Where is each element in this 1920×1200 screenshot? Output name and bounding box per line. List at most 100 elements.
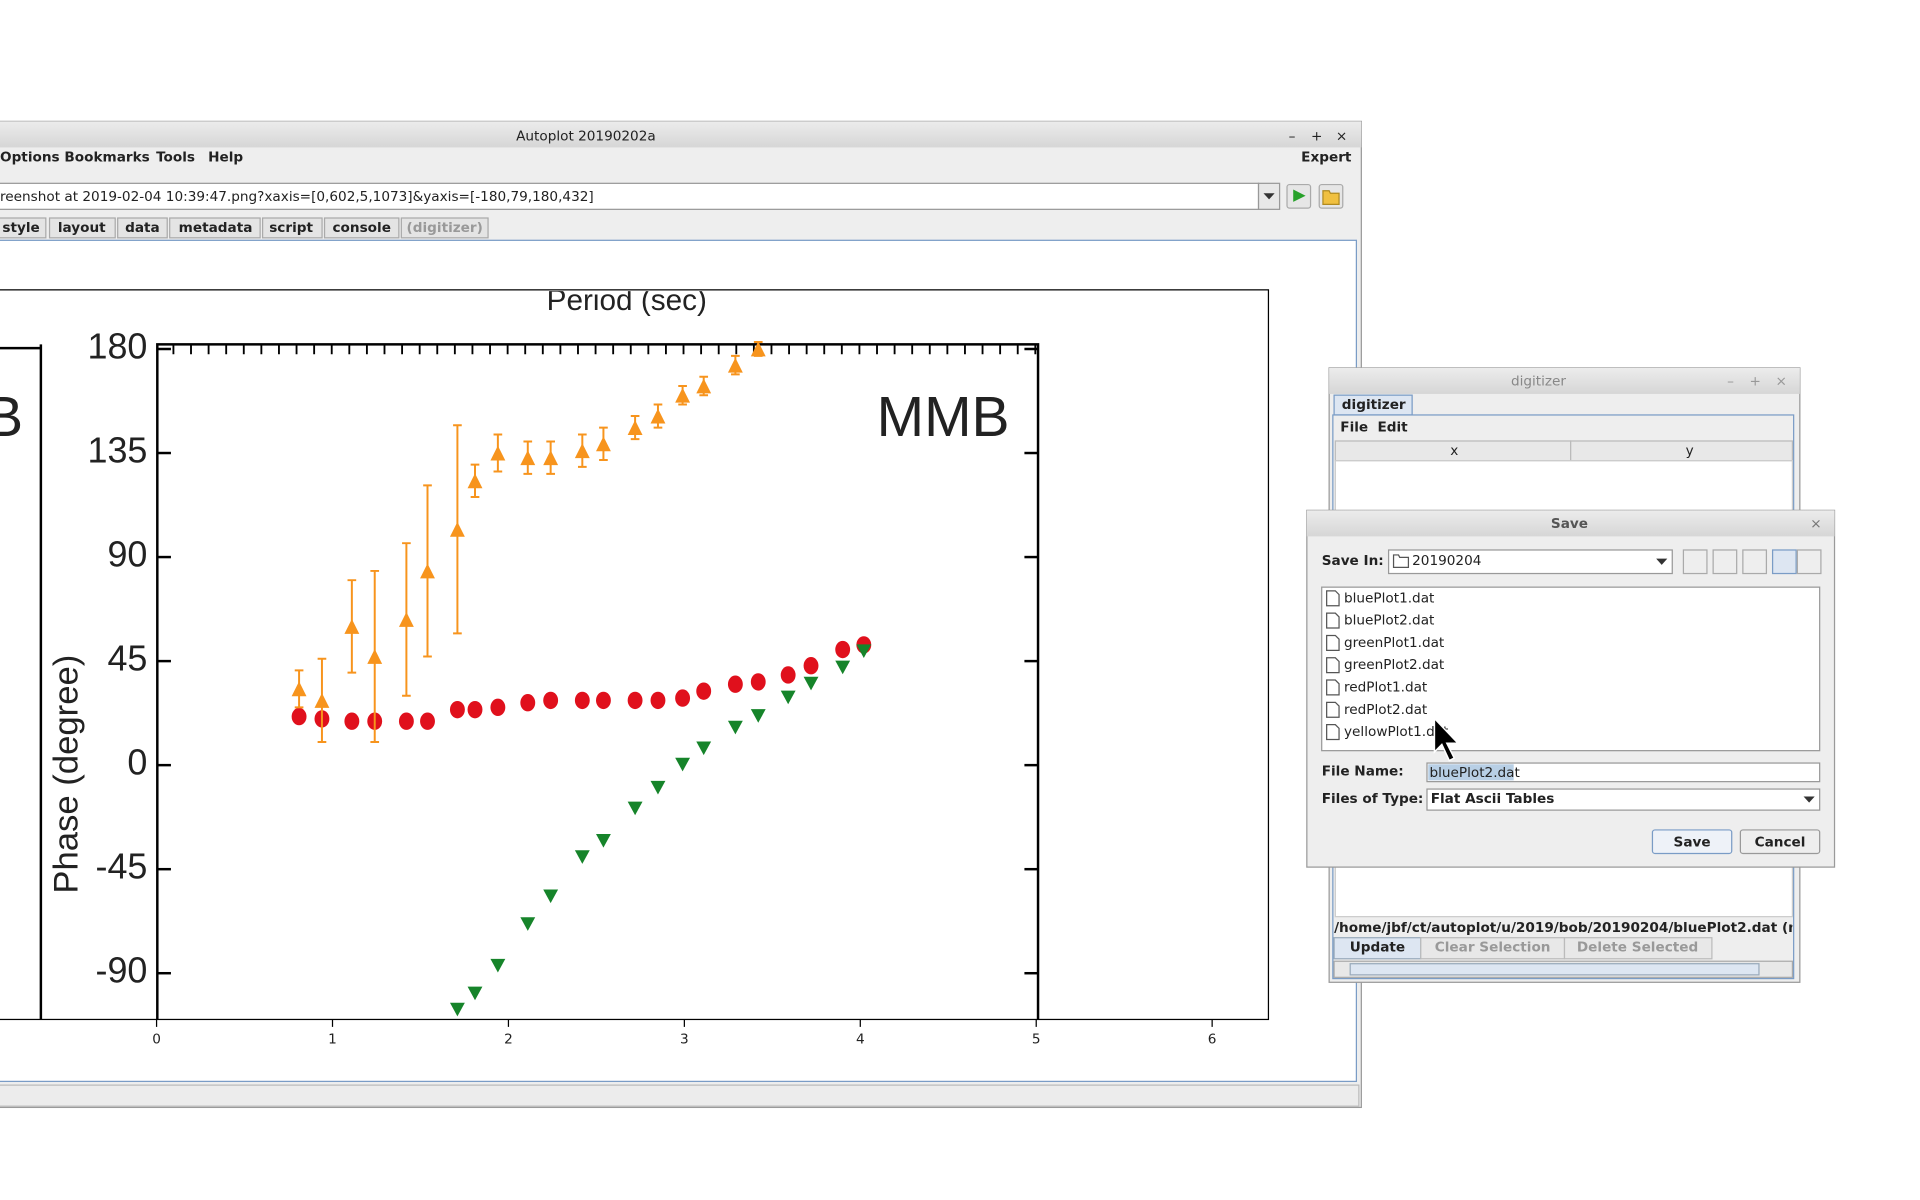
minimize[interactable]: – (1289, 128, 1296, 144)
data-point (574, 691, 590, 710)
data-point (750, 341, 766, 357)
data-point (856, 644, 872, 659)
y-tick-label: 135 (87, 430, 147, 471)
data-point (803, 676, 819, 691)
plot-image (0, 289, 1270, 1021)
tab[interactable] (169, 217, 261, 239)
data-point (467, 700, 483, 719)
title-bar (0, 121, 1362, 148)
data-point (574, 443, 590, 459)
x-tick-label: 0 (152, 1031, 161, 1047)
file-name[interactable]: yellowPlot1.dat (1344, 724, 1449, 740)
data-point (314, 692, 330, 708)
data-point (835, 660, 851, 675)
close[interactable]: × (1810, 516, 1821, 532)
tab-label: layout (58, 220, 106, 236)
data-point (574, 850, 590, 864)
minimize[interactable]: – (1727, 374, 1734, 390)
data-point (520, 917, 536, 931)
maximize[interactable]: + (1750, 374, 1761, 390)
close[interactable]: × (1776, 374, 1787, 390)
tab[interactable] (48, 217, 116, 239)
menu-item[interactable]: Options (0, 149, 60, 165)
file-icon (1326, 724, 1340, 741)
file-name[interactable]: bluePlot1.dat (1344, 590, 1435, 606)
go-icon (1293, 189, 1306, 202)
data-point (750, 709, 766, 723)
data-point (650, 691, 666, 710)
button[interactable] (1651, 829, 1733, 855)
tab[interactable] (261, 217, 323, 239)
data-point (727, 675, 743, 693)
panel-label: MMB (877, 385, 1010, 449)
url-text: reenshot at 2019-02-04 10:39:47.png?xaxi… (0, 189, 594, 205)
maximize[interactable]: + (1311, 128, 1322, 144)
details-view-button[interactable] (1796, 549, 1822, 575)
file-name[interactable]: redPlot2.dat (1344, 702, 1428, 718)
tab-label: data (125, 220, 160, 236)
file-type-combo[interactable] (1426, 788, 1821, 811)
file-type-value: Flat Ascii Tables (1431, 791, 1555, 807)
data-point (675, 387, 691, 403)
data-point (675, 689, 691, 707)
data-point (650, 780, 666, 795)
data-point (696, 741, 712, 756)
tab-label: (digitizer) (407, 220, 483, 236)
button[interactable] (1739, 829, 1821, 855)
column-label: x (1450, 443, 1458, 459)
button[interactable] (1563, 937, 1713, 960)
file-name[interactable]: greenPlot2.dat (1344, 657, 1445, 673)
data-point (467, 473, 483, 489)
data-point (420, 712, 435, 730)
data-point (543, 691, 559, 710)
folder-combo[interactable] (1387, 549, 1673, 575)
scroll-thumb[interactable] (1349, 963, 1760, 976)
url-field[interactable] (0, 182, 1260, 210)
column-header[interactable] (1570, 440, 1794, 462)
file-name[interactable]: redPlot1.dat (1344, 679, 1428, 695)
file-icon (1326, 657, 1340, 674)
tab[interactable] (323, 217, 400, 239)
menu-item[interactable]: Help (208, 149, 243, 165)
file-icon (1326, 612, 1340, 629)
file-list (1321, 586, 1821, 752)
button-label: Update (1350, 940, 1405, 956)
home-button[interactable] (1712, 549, 1738, 575)
new-folder-button[interactable] (1742, 549, 1768, 575)
data-point (675, 757, 691, 772)
tabs: style layout data metadata script consol… (0, 217, 489, 239)
menu-item[interactable]: Tools (156, 149, 195, 165)
data-point (520, 450, 536, 466)
button-label: Cancel (1755, 834, 1806, 850)
tab[interactable] (400, 217, 489, 239)
file-name[interactable]: greenPlot1.dat (1344, 635, 1445, 651)
data-point (449, 521, 465, 537)
tab[interactable] (117, 217, 168, 239)
scaled-layer: Autoplot 20190202a – + × Options Bookmar… (0, 120, 1836, 1109)
button-label: Clear Selection (1435, 940, 1551, 956)
figure-title: Period (sec) (547, 284, 707, 317)
expert-menu[interactable]: Expert (1301, 149, 1352, 165)
file-name[interactable]: bluePlot2.dat (1344, 613, 1435, 629)
x-tick-label: 5 (1032, 1031, 1041, 1047)
tab-label: digitizer (1342, 397, 1406, 413)
menu-item[interactable]: File (1340, 419, 1368, 435)
tab-label: style (2, 220, 39, 236)
list-view-button[interactable] (1771, 549, 1797, 575)
close[interactable]: × (1336, 128, 1347, 144)
menu-item[interactable]: Edit (1377, 419, 1408, 435)
folder-icon (1322, 190, 1340, 206)
data-point (344, 712, 360, 730)
up-folder-button[interactable] (1682, 549, 1708, 575)
data-point (467, 986, 483, 1001)
data-point (696, 378, 712, 394)
button-label: Save (1674, 834, 1711, 850)
menu-item[interactable]: Bookmarks (64, 149, 149, 165)
data-point (543, 450, 559, 466)
file-name-field[interactable] (1426, 762, 1821, 783)
files-of-type-label: Files of Type: (1322, 791, 1424, 807)
y-tick-label: -45 (96, 846, 148, 887)
y-axis-label: Phase (degree) (47, 655, 85, 894)
tab[interactable] (0, 217, 47, 239)
